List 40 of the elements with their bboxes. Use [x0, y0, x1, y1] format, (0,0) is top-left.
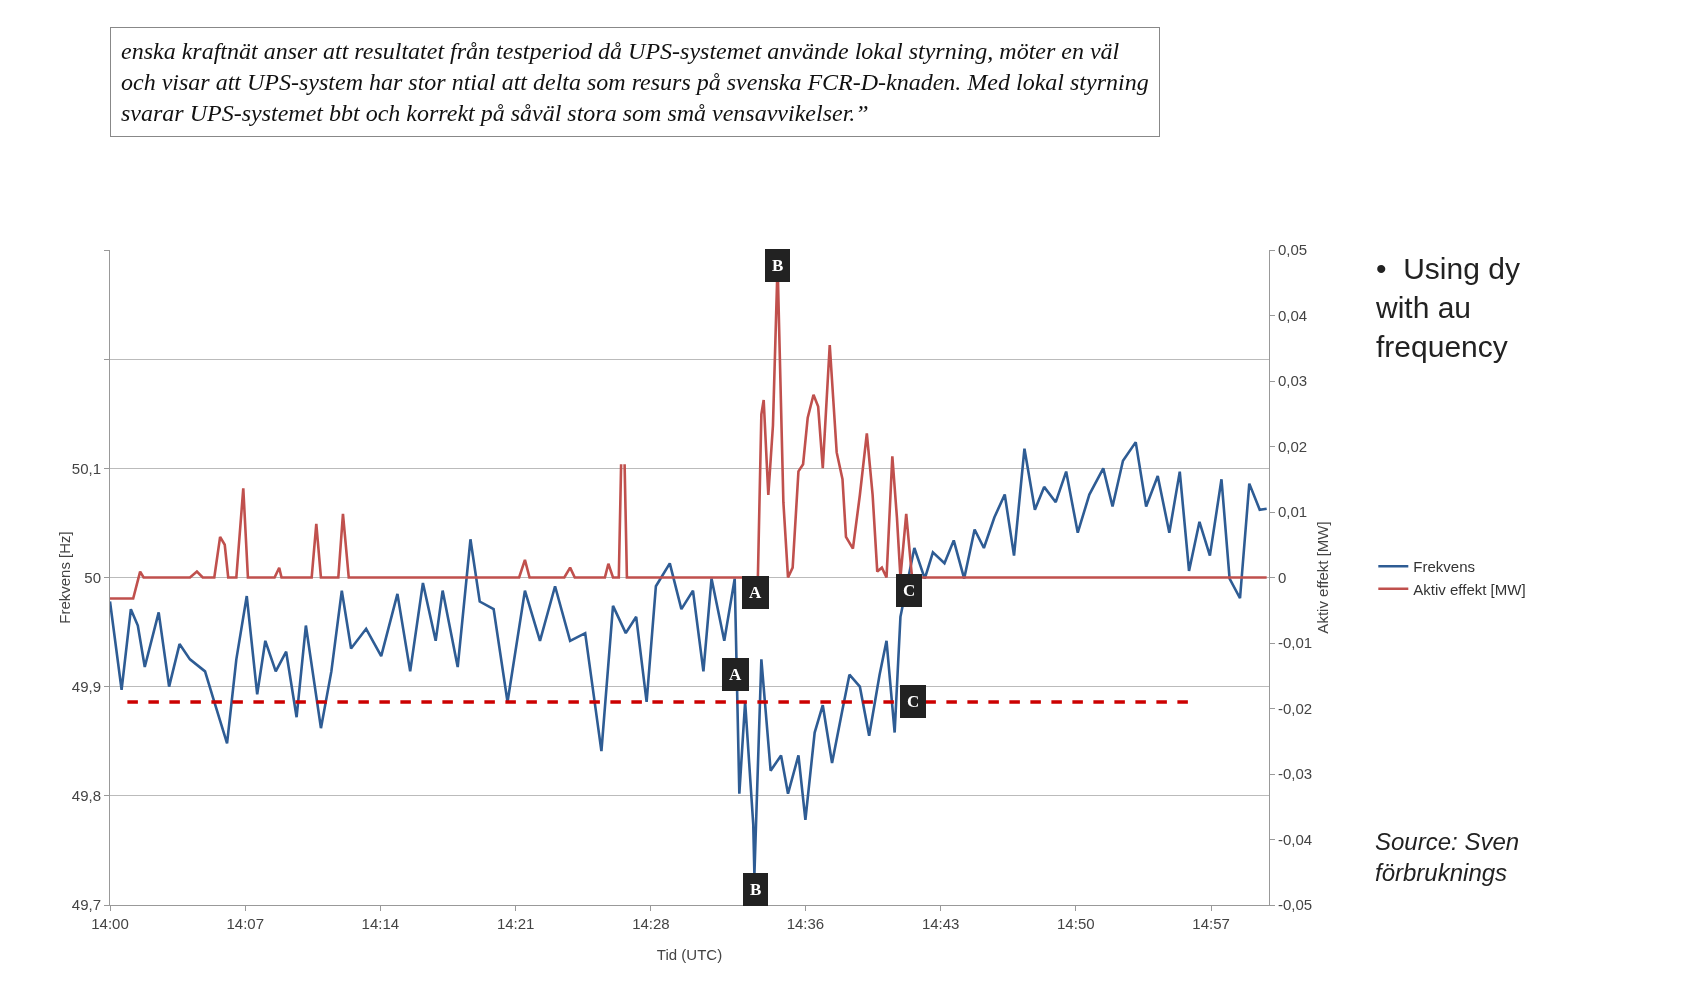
y2-tick-label: -0,04 — [1278, 830, 1313, 848]
legend-label: Aktiv effekt [MW] — [1413, 580, 1526, 598]
annotation: B — [750, 880, 762, 899]
y2-tick-label: 0,04 — [1278, 306, 1308, 324]
legend-label: Frekvens — [1413, 558, 1475, 576]
text: enska kraftnät anser att resultatet från testperiod då UPS-systemet använde lokal styrning, möter en väl och visar att UPS-system har stor ntial att delta som resurs på svenska FCR-D-knaden. Med lokal styrning svarar UPS-systemet bbt och korrekt på såväl stora som små vensavvikelser.” — [121, 38, 1149, 127]
x-tick-label: 14:07 — [226, 915, 265, 932]
x-tick-label: 14:21 — [496, 915, 535, 932]
y-tick-label: 50 — [84, 568, 101, 586]
y-tick-label: 49,9 — [71, 677, 101, 695]
y2-tick-label: -0,05 — [1278, 896, 1313, 914]
x-tick-label: 14:28 — [632, 915, 670, 932]
y2-tick-label: 0 — [1278, 568, 1287, 586]
y-tick-label: 50,1 — [71, 459, 101, 477]
y2-axis-title: Aktiv effekt [MW] — [1314, 521, 1332, 634]
x-tick-label: 14:36 — [786, 915, 825, 932]
y2-tick-label: 0,05 — [1278, 241, 1308, 259]
y-axis-title: Frekvens [Hz] — [56, 531, 73, 624]
annotation: A — [749, 583, 762, 602]
source-note: Source: Sven förbruknings — [1375, 828, 1520, 887]
y2-tick-label: 0,02 — [1278, 437, 1308, 455]
y2-tick-label: 0,01 — [1278, 503, 1308, 521]
text: • Using dy with au frequency — [1375, 252, 1520, 363]
x-tick-label: 14:00 — [91, 915, 129, 932]
line-series — [110, 440, 1268, 876]
x-tick-label: 14:43 — [921, 915, 960, 932]
x-tick-label: 14:50 — [1057, 915, 1095, 932]
annotation: B — [772, 256, 784, 275]
annotation: A — [729, 665, 742, 684]
y2-tick-label: -0,01 — [1278, 634, 1313, 652]
y2-tick-label: 0,03 — [1278, 372, 1308, 390]
y2-tick-label: -0,03 — [1278, 765, 1313, 783]
y-tick-label: 49,8 — [71, 787, 101, 805]
annotation: C — [907, 692, 920, 711]
annotation: C — [903, 581, 916, 600]
x-tick-label: 14:14 — [361, 915, 400, 932]
y-tick-label: 49,7 — [71, 896, 101, 914]
x-tick-label: 14:57 — [1192, 915, 1230, 932]
x-axis-title: Tid (UTC) — [656, 946, 723, 963]
y2-tick-label: -0,02 — [1278, 699, 1313, 717]
